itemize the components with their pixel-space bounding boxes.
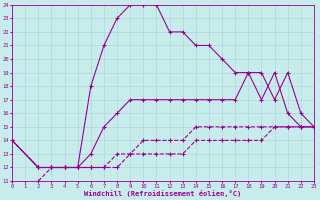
X-axis label: Windchill (Refroidissement éolien,°C): Windchill (Refroidissement éolien,°C) — [84, 190, 242, 197]
